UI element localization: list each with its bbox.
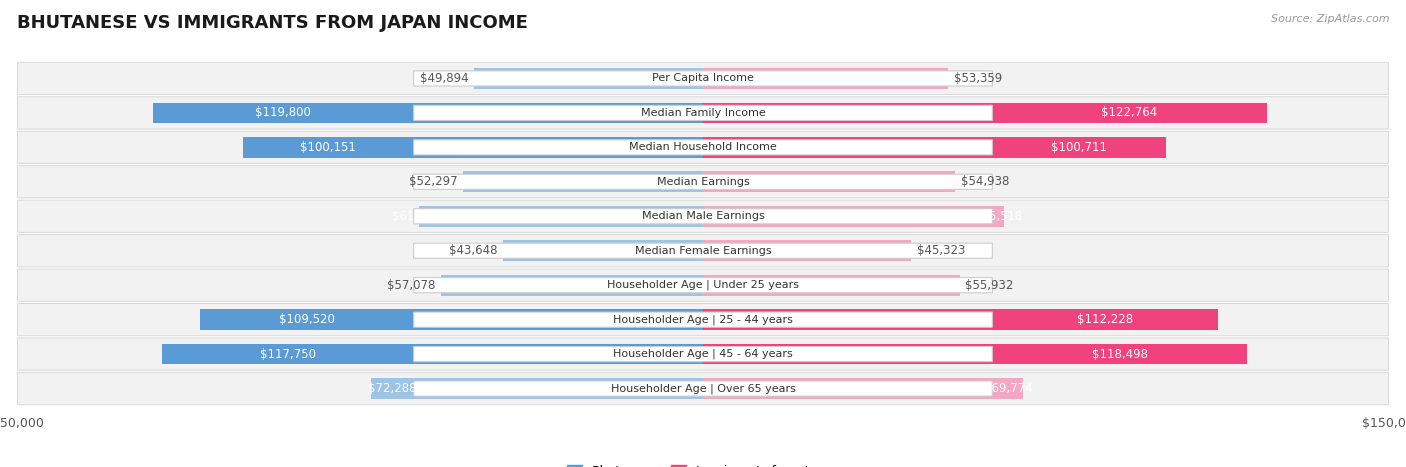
Text: $109,520: $109,520 [278, 313, 335, 326]
Bar [703, 344, 1247, 364]
Text: Median Earnings: Median Earnings [657, 177, 749, 187]
FancyBboxPatch shape [413, 277, 993, 293]
Text: $122,764: $122,764 [1101, 106, 1157, 120]
Text: $117,750: $117,750 [260, 347, 316, 361]
FancyBboxPatch shape [17, 338, 1389, 370]
Text: $52,297: $52,297 [409, 175, 457, 188]
Text: $61,759: $61,759 [392, 210, 441, 223]
Bar [463, 171, 703, 192]
Text: $43,648: $43,648 [449, 244, 496, 257]
Bar [419, 206, 703, 226]
FancyBboxPatch shape [17, 166, 1389, 198]
Text: Householder Age | 25 - 44 years: Householder Age | 25 - 44 years [613, 314, 793, 325]
Text: $118,498: $118,498 [1092, 347, 1147, 361]
FancyBboxPatch shape [17, 304, 1389, 336]
Text: Householder Age | 45 - 64 years: Householder Age | 45 - 64 years [613, 349, 793, 359]
Text: Median Household Income: Median Household Income [628, 142, 778, 152]
FancyBboxPatch shape [17, 200, 1389, 233]
FancyBboxPatch shape [17, 131, 1389, 163]
FancyBboxPatch shape [413, 174, 993, 190]
FancyBboxPatch shape [17, 97, 1389, 129]
Bar [243, 137, 703, 158]
Bar [703, 309, 1219, 330]
Bar [703, 275, 960, 296]
Bar [703, 241, 911, 261]
Text: $100,151: $100,151 [301, 141, 356, 154]
Text: $49,894: $49,894 [420, 72, 468, 85]
Bar [703, 137, 1166, 158]
Bar [703, 171, 955, 192]
Bar [441, 275, 703, 296]
Text: $45,323: $45,323 [917, 244, 965, 257]
FancyBboxPatch shape [413, 209, 993, 224]
Text: Median Family Income: Median Family Income [641, 108, 765, 118]
Text: $119,800: $119,800 [256, 106, 311, 120]
FancyBboxPatch shape [413, 312, 993, 327]
FancyBboxPatch shape [17, 269, 1389, 301]
Text: $57,078: $57,078 [387, 279, 436, 292]
FancyBboxPatch shape [17, 373, 1389, 405]
FancyBboxPatch shape [413, 347, 993, 361]
Bar [162, 344, 703, 364]
Text: $53,359: $53,359 [953, 72, 1002, 85]
Bar [474, 68, 703, 89]
Text: $69,774: $69,774 [984, 382, 1032, 395]
FancyBboxPatch shape [413, 381, 993, 396]
Text: Householder Age | Under 25 years: Householder Age | Under 25 years [607, 280, 799, 290]
FancyBboxPatch shape [413, 243, 993, 258]
Bar [703, 378, 1024, 399]
Text: Householder Age | Over 65 years: Householder Age | Over 65 years [610, 383, 796, 394]
FancyBboxPatch shape [413, 71, 993, 86]
Text: Median Female Earnings: Median Female Earnings [634, 246, 772, 256]
Legend: Bhutanese, Immigrants from Japan: Bhutanese, Immigrants from Japan [561, 460, 845, 467]
Text: $112,228: $112,228 [1077, 313, 1133, 326]
Bar [703, 206, 1004, 226]
Text: $55,932: $55,932 [966, 279, 1014, 292]
FancyBboxPatch shape [17, 234, 1389, 267]
FancyBboxPatch shape [17, 62, 1389, 94]
FancyBboxPatch shape [413, 106, 993, 120]
Text: Source: ZipAtlas.com: Source: ZipAtlas.com [1271, 14, 1389, 24]
Text: BHUTANESE VS IMMIGRANTS FROM JAPAN INCOME: BHUTANESE VS IMMIGRANTS FROM JAPAN INCOM… [17, 14, 527, 32]
Text: Median Male Earnings: Median Male Earnings [641, 211, 765, 221]
Text: $65,518: $65,518 [974, 210, 1022, 223]
Bar [371, 378, 703, 399]
Text: $100,711: $100,711 [1050, 141, 1107, 154]
Bar [200, 309, 703, 330]
Text: $54,938: $54,938 [960, 175, 1010, 188]
Bar [703, 103, 1267, 123]
Bar [703, 68, 948, 89]
FancyBboxPatch shape [413, 140, 993, 155]
Text: $72,288: $72,288 [368, 382, 416, 395]
Text: Per Capita Income: Per Capita Income [652, 73, 754, 84]
Bar [153, 103, 703, 123]
Bar [502, 241, 703, 261]
